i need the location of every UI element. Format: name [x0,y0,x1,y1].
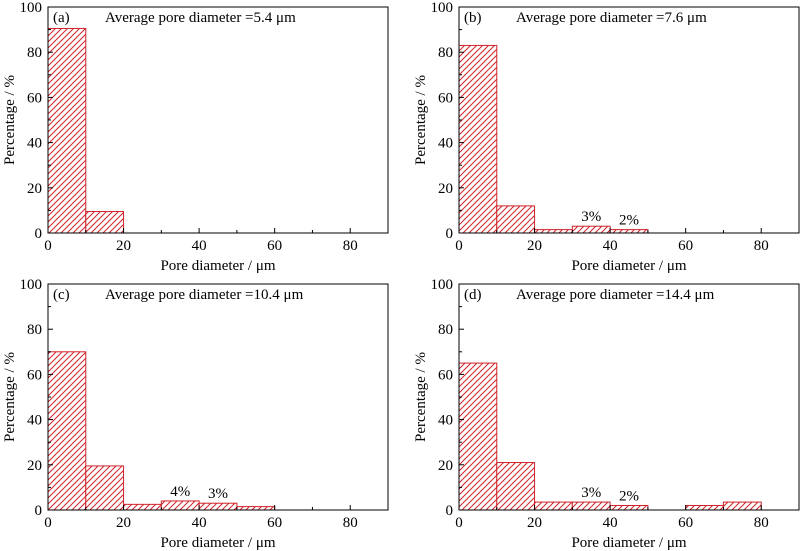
histogram-bar [458,44,498,234]
chart-panel: 0 20 40 60 80 100 0 20 40 60 80 (a) Average pore dia… [2,0,389,274]
chart-panel: 0 20 40 60 80 100 0 20 40 60 80 (b) Average pore dia… [413,0,800,274]
y-tick-label: 0 [35,503,43,519]
chart-title: Average pore diameter =5.4 μm [105,10,296,26]
y-tick-label: 40 [27,136,42,152]
histogram-bar [609,229,649,234]
x-tick-label: 20 [116,238,131,254]
x-tick-label: 40 [603,515,618,531]
histogram-bar [496,462,536,511]
x-tick-label: 0 [44,515,52,531]
data-label: 3% [581,209,601,225]
x-tick-label: 80 [343,238,358,254]
y-tick-label: 0 [35,226,43,242]
chart-panel: 0 20 40 60 80 100 0 20 40 60 80 (d) Average pore dia… [413,277,800,551]
data-label: 3% [208,486,228,502]
histogram-bar [534,501,573,511]
x-tick-label: 80 [754,238,769,254]
y-tick-label: 40 [27,413,42,429]
x-tick-label: 60 [267,515,282,531]
histogram-bar [47,351,87,511]
x-tick-label: 80 [343,515,358,531]
panel-label: (a) [53,10,70,26]
y-tick-label: 20 [27,458,42,474]
chart-title: Average pore diameter =14.4 μm [516,287,715,303]
histogram-bar [496,205,536,234]
histogram-bar [534,229,573,234]
x-tick-label: 0 [455,515,463,531]
y-tick-label: 80 [27,45,42,61]
y-tick-label: 60 [27,367,42,383]
y-tick-label: 100 [20,0,43,16]
histogram-bar [47,27,87,234]
histogram-bar [722,501,762,511]
chart-title: Average pore diameter =10.4 μm [105,287,304,303]
y-axis-label: Percentage / % [413,352,429,442]
chart-title: Average pore diameter =7.6 μm [516,10,707,26]
y-axis-label: Percentage / % [2,352,18,442]
y-tick-label: 0 [446,226,454,242]
x-tick-label: 40 [192,238,207,254]
x-tick-label: 60 [267,238,282,254]
y-tick-label: 60 [438,90,453,106]
y-tick-label: 100 [20,277,43,293]
histogram-bar [123,503,162,511]
x-tick-label: 40 [192,515,207,531]
histogram-bar [685,504,724,511]
y-tick-label: 40 [438,136,453,152]
y-axis-label: Percentage / % [2,75,18,165]
y-tick-label: 0 [446,503,454,519]
histogram-bar [85,211,125,234]
plot-frame [458,6,800,234]
panel-label: (c) [53,287,70,303]
x-tick-label: 0 [455,238,463,254]
y-tick-label: 80 [438,45,453,61]
histogram-bar [571,501,611,511]
chart-panel: 0 20 40 60 80 100 0 20 40 60 80 (c) Average pore dia… [2,277,389,551]
x-axis-label: Pore diameter / μm [571,535,686,551]
panel-label: (b) [464,10,482,26]
histogram-bar [609,504,649,511]
panel-label: (d) [464,287,482,303]
x-tick-label: 20 [116,515,131,531]
x-tick-label: 60 [678,515,693,531]
y-tick-label: 100 [431,277,454,293]
histogram-bar [458,362,498,511]
y-tick-label: 80 [27,322,42,338]
y-tick-label: 60 [27,90,42,106]
data-label: 2% [619,213,639,229]
histogram-bar [236,506,276,511]
y-tick-label: 20 [438,458,453,474]
x-tick-label: 20 [527,515,542,531]
data-label: 3% [581,485,601,501]
histogram-bar [160,500,200,511]
x-axis-label: Pore diameter / μm [571,258,686,274]
data-label: 4% [170,484,190,500]
data-label: 2% [619,488,639,504]
y-tick-label: 20 [438,181,453,197]
x-tick-label: 0 [44,238,52,254]
x-tick-label: 60 [678,238,693,254]
y-tick-label: 20 [27,181,42,197]
x-axis-label: Pore diameter / μm [160,258,275,274]
y-tick-label: 40 [438,413,453,429]
y-tick-label: 100 [431,0,454,16]
y-tick-label: 60 [438,367,453,383]
histogram-bar [198,502,238,511]
y-tick-label: 80 [438,322,453,338]
y-axis-label: Percentage / % [413,75,429,165]
plot-frame [47,6,389,234]
histogram-bar [85,465,125,511]
x-tick-label: 40 [603,238,618,254]
histogram-bar [571,225,611,234]
x-axis-label: Pore diameter / μm [160,535,275,551]
x-tick-label: 80 [754,515,769,531]
x-tick-label: 20 [527,238,542,254]
